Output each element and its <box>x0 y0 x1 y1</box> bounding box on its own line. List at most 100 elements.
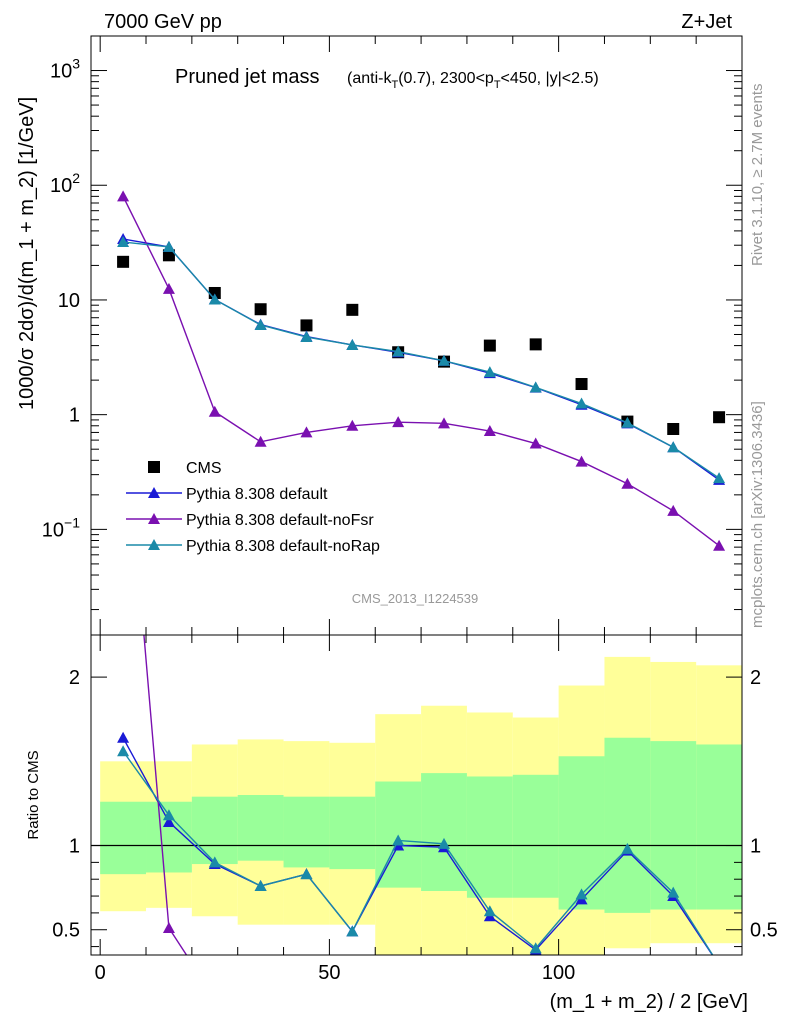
legend-entry: Pythia 8.308 default-noRap <box>126 538 380 555</box>
legend-entry: CMS <box>148 460 222 477</box>
uncertainty-band-inner <box>237 795 284 861</box>
legend-marker <box>148 487 160 498</box>
ratio-point <box>346 925 359 937</box>
series-1 <box>117 232 726 485</box>
series-point <box>117 190 130 202</box>
y-tick-label: 10−1 <box>42 514 80 541</box>
ratio-point <box>162 809 175 821</box>
ratio-point <box>529 942 542 954</box>
cms-point <box>667 422 680 435</box>
ratio-point <box>162 815 175 827</box>
series-point <box>575 455 588 467</box>
series-point <box>667 441 680 453</box>
series-point <box>346 338 359 350</box>
uncertainty-band-inner <box>604 737 651 913</box>
series-point <box>438 417 451 429</box>
ratio-point <box>300 868 313 880</box>
series-point <box>254 435 267 447</box>
series-point <box>162 282 175 294</box>
legend-entry: Pythia 8.308 default-noFsr <box>126 512 374 529</box>
series-point <box>529 381 542 393</box>
x-axis-label: (m_1 + m_2) / 2 [GeV] <box>550 991 748 1013</box>
ratio-y-tick-label-right: 2 <box>750 667 761 689</box>
series-point <box>300 331 313 343</box>
legend-entry: Pythia 8.308 default <box>126 486 328 503</box>
legend-label: Pythia 8.308 default-noFsr <box>186 512 374 529</box>
series-point <box>300 426 313 438</box>
legend-label: CMS <box>186 460 222 477</box>
series-point <box>162 240 175 252</box>
series-2 <box>117 190 726 551</box>
cms-point <box>162 249 175 262</box>
series-line <box>122 238 720 481</box>
legend-marker <box>148 539 160 550</box>
uncertainty-band-inner <box>421 773 467 891</box>
legend-label: Pythia 8.308 default <box>186 486 328 503</box>
ratio-point <box>254 879 267 891</box>
series-point <box>483 366 496 378</box>
uncertainty-band-inner <box>466 776 513 898</box>
x-tick-label: 50 <box>318 962 340 984</box>
uncertainty-band-inner <box>558 756 605 910</box>
series-point <box>483 425 496 437</box>
series-point <box>621 416 634 428</box>
uncertainty-band-inner <box>100 801 147 875</box>
ratio-point <box>438 837 451 849</box>
series-0 <box>117 249 726 435</box>
uncertainty-band-inner <box>329 796 376 870</box>
cms-point <box>300 319 313 332</box>
series-point <box>254 318 267 330</box>
main-title: Pruned jet mass <box>175 66 320 88</box>
ratio-line <box>122 750 714 955</box>
ratio-point <box>162 922 175 934</box>
site-label: mcplots.cern.ch [arXiv:1306.3436] <box>749 401 766 628</box>
series-point <box>713 472 726 484</box>
cms-point <box>254 303 267 316</box>
x-tick-label: 100 <box>542 962 575 984</box>
main-panel: 10−1 1 10 102 103 Pruned jet mass (anti-kT(0… <box>16 35 743 636</box>
ratio-series-2 <box>117 745 714 955</box>
ratio-point <box>117 731 130 743</box>
cms-point <box>575 378 588 391</box>
series-point <box>667 504 680 516</box>
uncertainty-band-inner <box>650 741 697 910</box>
ratio-point <box>621 842 634 854</box>
ratio-series-1 <box>143 635 188 955</box>
series-point <box>575 397 588 409</box>
cms-point <box>483 339 496 352</box>
series-point <box>117 236 130 248</box>
ratio-y-tick-label-right: 1 <box>750 836 761 858</box>
legend-marker <box>148 461 160 473</box>
ratio-y-tick-label-right: 0.5 <box>750 920 778 942</box>
series-point <box>392 416 405 428</box>
ratio-line <box>122 737 714 955</box>
series-3 <box>117 236 726 484</box>
uncertainty-band-inner <box>696 744 742 910</box>
ratio-frame <box>90 634 743 956</box>
ratio-y-tick-label: 0.5 <box>52 920 80 942</box>
main-y-axis-label: 1000/σ 2dσ)/d(m_1 + m_2) [1/GeV] <box>16 97 38 410</box>
cms-point <box>346 303 359 316</box>
series-point <box>392 345 405 357</box>
series-line <box>123 241 720 479</box>
series-point <box>208 293 221 305</box>
y-tick-label: 1 <box>69 405 80 427</box>
legend-marker <box>148 513 160 524</box>
series-point <box>438 354 451 366</box>
uncertainty-band-inner <box>283 796 330 868</box>
y-tick-label: 10 <box>58 290 80 312</box>
series-point <box>529 437 542 449</box>
x-tick-label: 0 <box>95 962 106 984</box>
series-point <box>621 477 634 489</box>
ratio-y-tick-label: 1 <box>69 836 80 858</box>
legend-label: Pythia 8.308 default-noRap <box>186 538 380 555</box>
energy-label: 7000 GeV pp <box>104 11 222 33</box>
ratio-point <box>117 745 130 757</box>
uncertainty-band-inner <box>512 774 559 898</box>
series-point <box>713 539 726 551</box>
cms-point <box>713 411 726 424</box>
ratio-y-tick-label: 2 <box>69 667 80 689</box>
series-point <box>346 419 359 431</box>
watermark: CMS_2013_I1224539 <box>352 591 479 606</box>
